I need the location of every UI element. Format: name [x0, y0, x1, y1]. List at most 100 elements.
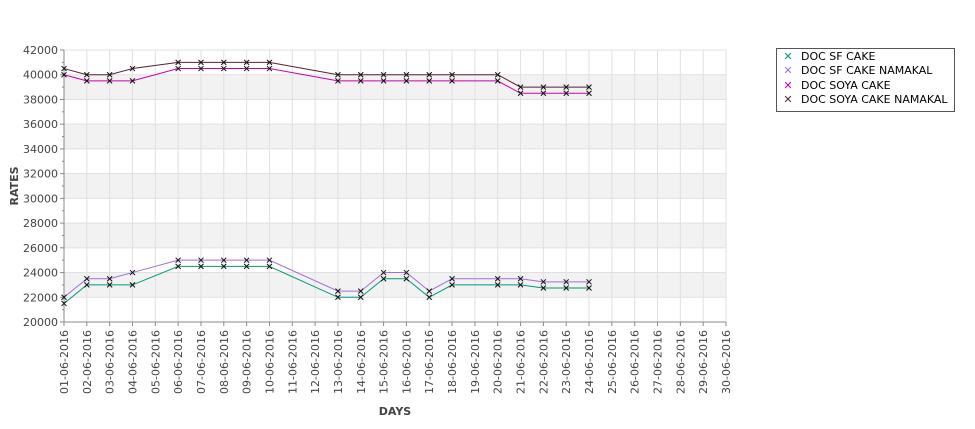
data-point	[61, 65, 67, 72]
y-tick-label: 24000	[23, 267, 58, 280]
data-point	[83, 275, 90, 282]
data-point	[517, 282, 524, 288]
x-tick-label: 05-06-2016	[149, 330, 162, 394]
data-point	[357, 294, 364, 301]
data-point	[494, 282, 501, 288]
y-tick-label: 36000	[23, 118, 58, 131]
data-point	[380, 269, 387, 276]
grid-band	[64, 223, 726, 248]
data-point	[106, 282, 113, 288]
y-axis-label: RATES	[8, 166, 21, 205]
data-point	[449, 275, 455, 282]
y-tick-label: 34000	[23, 143, 58, 156]
data-point	[586, 84, 592, 90]
x-tick-label: 08-06-2016	[218, 330, 231, 394]
data-point	[449, 71, 455, 78]
data-point	[266, 59, 273, 66]
x-tick-label: 16-06-2016	[400, 330, 413, 394]
data-point	[540, 90, 547, 97]
grid-band	[64, 173, 726, 199]
data-point	[563, 285, 570, 291]
legend-item: ✕ DOC SF CAKE	[777, 49, 954, 64]
x-tick-label: 07-06-2016	[195, 330, 208, 394]
legend-marker-icon: ✕	[783, 78, 793, 92]
x-tick-label: 03-06-2016	[104, 330, 117, 394]
legend: ✕ DOC SF CAKE ✕ DOC SF CAKE NAMAKAL ✕ DOC SOY…	[776, 48, 955, 112]
data-point	[61, 294, 67, 301]
data-point	[129, 269, 136, 276]
data-point	[449, 78, 455, 84]
y-tick-label: 38000	[23, 93, 58, 106]
data-point	[540, 84, 547, 90]
data-point	[335, 288, 341, 294]
data-point	[266, 257, 273, 264]
x-tick-label: 12-06-2016	[309, 330, 322, 394]
data-point	[266, 263, 273, 270]
data-point	[586, 278, 592, 285]
legend-label: DOC SOYA CAKE	[801, 78, 891, 92]
data-point	[198, 263, 204, 270]
data-point	[61, 300, 67, 307]
data-point	[106, 71, 113, 78]
data-point	[426, 294, 433, 301]
data-point	[61, 71, 67, 78]
x-tick-label: 30-06-2016	[720, 330, 733, 394]
x-tick-label: 24-06-2016	[583, 330, 596, 394]
x-tick-label: 29-06-2016	[697, 330, 710, 394]
x-tick-label: 15-06-2016	[378, 330, 391, 394]
data-point	[198, 257, 204, 264]
data-point	[357, 71, 364, 78]
data-point	[220, 257, 227, 264]
data-point	[266, 65, 273, 72]
grid-band	[64, 272, 726, 298]
series-line	[63, 61, 590, 88]
data-point	[357, 78, 364, 84]
series-line	[63, 265, 590, 304]
data-point	[243, 263, 250, 270]
legend-item: ✕ DOC SF CAKE NAMAKAL	[777, 64, 954, 79]
x-tick-label: 02-06-2016	[81, 330, 94, 394]
x-tick-label: 04-06-2016	[126, 330, 139, 394]
y-tick-label: 28000	[23, 217, 58, 230]
data-point	[335, 78, 341, 84]
data-point	[243, 257, 250, 264]
x-tick-label: 26-06-2016	[629, 330, 642, 394]
x-tick-label: 22-06-2016	[537, 330, 550, 394]
data-point	[83, 78, 90, 84]
data-point	[380, 78, 387, 84]
data-point	[175, 65, 181, 72]
data-point	[586, 285, 592, 291]
data-point	[426, 78, 433, 84]
x-tick-label: 09-06-2016	[241, 330, 254, 394]
legend-label: DOC SF CAKE	[801, 49, 876, 63]
data-point	[494, 275, 501, 282]
data-point	[106, 275, 113, 282]
x-tick-label: 18-06-2016	[446, 330, 459, 394]
x-tick-label: 28-06-2016	[674, 330, 687, 394]
series-line	[63, 259, 590, 298]
data-point	[403, 78, 410, 84]
data-point	[243, 65, 250, 72]
x-tick-label: 21-06-2016	[515, 330, 528, 394]
data-point	[106, 78, 113, 84]
data-point	[83, 282, 90, 288]
data-point	[540, 278, 547, 285]
data-point	[517, 275, 524, 282]
data-point	[380, 275, 387, 282]
data-point	[403, 269, 410, 276]
x-tick-label: 25-06-2016	[606, 330, 619, 394]
data-point	[517, 90, 524, 97]
data-point	[563, 90, 570, 97]
legend-label: DOC SF CAKE NAMAKAL	[801, 64, 933, 78]
y-tick-label: 26000	[23, 242, 58, 255]
data-point	[220, 65, 227, 72]
data-point	[357, 288, 364, 294]
data-point	[220, 263, 227, 270]
data-point	[335, 71, 341, 78]
legend-marker-icon: ✕	[783, 49, 793, 63]
data-point	[403, 275, 410, 282]
y-tick-label: 32000	[23, 168, 58, 181]
x-tick-label: 14-06-2016	[355, 330, 368, 394]
grid-band	[64, 74, 726, 100]
